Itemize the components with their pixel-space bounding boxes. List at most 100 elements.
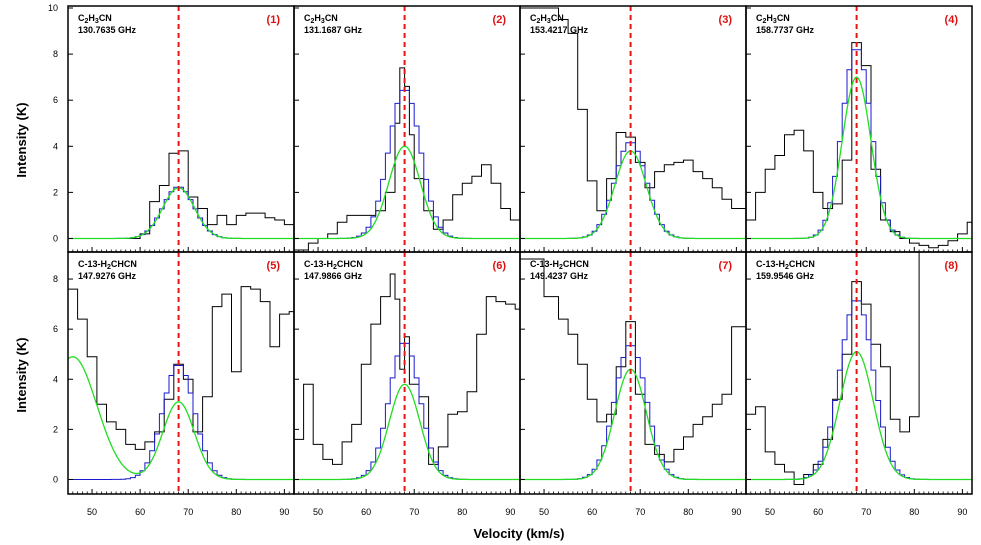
x-tick-label: 70	[409, 507, 419, 517]
panel-plot	[520, 6, 746, 252]
molecule-text: CN	[551, 13, 564, 23]
frequency-label: 153.4217 GHz	[530, 25, 589, 35]
observed-spectrum	[746, 252, 920, 485]
panel-number: (1)	[267, 14, 281, 26]
x-tick-label: 50	[87, 507, 97, 517]
frequency-label: 159.9546 GHz	[756, 271, 815, 281]
x-tick-label: 70	[183, 507, 193, 517]
gaussian-fit	[520, 150, 746, 240]
molecule-label: C2H3CN	[756, 13, 790, 25]
x-tick-label: 80	[909, 507, 919, 517]
panel-frame	[519, 251, 747, 495]
panel-number: (7)	[719, 260, 733, 272]
observed-spectrum	[520, 258, 746, 463]
panel-plot	[294, 6, 520, 252]
molecule-subscript: 2	[785, 264, 789, 271]
y-tick-label: 8	[53, 49, 58, 59]
y-tick-label: 2	[53, 424, 58, 434]
observed-spectrum	[68, 150, 294, 239]
frequency-label: 131.1687 GHz	[304, 25, 363, 35]
molecule-text: C-13-H	[78, 259, 107, 269]
x-tick-label: 50	[539, 507, 549, 517]
panel-frame	[519, 5, 747, 253]
molecule-text: H	[314, 13, 321, 23]
panel-plot	[68, 252, 294, 494]
molecule-label: C-13-H2CHCN	[530, 259, 589, 271]
y-tick-label: 4	[53, 374, 58, 384]
molecule-label: C-13-H2CHCN	[304, 259, 363, 271]
y-tick-label: 6	[53, 95, 58, 105]
molecule-text: H	[766, 13, 773, 23]
panel-frame	[293, 251, 521, 495]
y-tick-label: 0	[53, 233, 58, 243]
molecule-text: CHCN	[789, 259, 815, 269]
molecule-label: C2H3CN	[530, 13, 564, 25]
molecule-subscript: 2	[559, 264, 563, 271]
molecule-text: CN	[777, 13, 790, 23]
panel-frame	[67, 5, 295, 253]
molecule-subscript: 2	[333, 264, 337, 271]
molecule-subscript: 2	[107, 264, 111, 271]
gaussian-fit	[68, 187, 294, 240]
molecule-text: H	[540, 13, 547, 23]
y-axis-label-bottom: Intensity (K)	[14, 337, 29, 412]
panel-frame	[293, 5, 521, 253]
panel-frame	[67, 251, 295, 495]
x-tick-label: 70	[635, 507, 645, 517]
panel-frame	[745, 251, 973, 495]
x-tick-label: 80	[231, 507, 241, 517]
molecule-text: C	[78, 13, 85, 23]
y-tick-label: 2	[53, 187, 58, 197]
y-tick-label: 10	[48, 3, 58, 13]
x-tick-label: 80	[683, 507, 693, 517]
x-tick-label: 90	[279, 507, 289, 517]
molecule-label: C2H3CN	[78, 13, 112, 25]
molecule-text: CN	[325, 13, 338, 23]
molecule-subscript: 2	[85, 18, 89, 25]
observed-spectrum	[746, 42, 972, 249]
panel-plot	[520, 252, 746, 494]
molecule-text: CHCN	[337, 259, 363, 269]
molecule-text: CHCN	[111, 259, 137, 269]
x-tick-label: 50	[313, 507, 323, 517]
molecule-label: C2H3CN	[304, 13, 338, 25]
frequency-label: 147.9276 GHz	[78, 271, 137, 281]
y-tick-label: 4	[53, 141, 58, 151]
x-tick-label: 60	[361, 507, 371, 517]
molecule-text: C	[530, 13, 537, 23]
molecule-label: C-13-H2CHCN	[756, 259, 815, 271]
model-step-spectrum	[746, 300, 972, 480]
y-tick-label: 8	[53, 274, 58, 284]
x-tick-label: 60	[813, 507, 823, 517]
y-axis-label-top: Intensity (K)	[14, 102, 29, 177]
observed-spectrum	[294, 273, 520, 465]
x-tick-label: 70	[861, 507, 871, 517]
gaussian-fit	[294, 383, 520, 481]
x-tick-label: 60	[587, 507, 597, 517]
x-tick-label: 50	[765, 507, 775, 517]
x-tick-label: 90	[731, 507, 741, 517]
molecule-text: C-13-H	[530, 259, 559, 269]
x-tick-label: 90	[957, 507, 967, 517]
panel-plot	[746, 252, 972, 494]
panel-number: (4)	[945, 14, 959, 26]
gaussian-fit	[746, 76, 972, 240]
molecule-text: CN	[99, 13, 112, 23]
panel-number: (5)	[267, 260, 281, 272]
frequency-label: 158.7737 GHz	[756, 25, 815, 35]
frequency-label: 130.7635 GHz	[78, 25, 137, 35]
panel-number: (6)	[493, 260, 507, 272]
x-axis-label: Velocity (km/s)	[473, 526, 564, 541]
molecule-subscript: 3	[95, 18, 99, 25]
frequency-label: 147.9866 GHz	[304, 271, 363, 281]
molecule-label: C-13-H2CHCN	[78, 259, 137, 271]
y-tick-label: 6	[53, 324, 58, 334]
x-tick-label: 60	[135, 507, 145, 517]
